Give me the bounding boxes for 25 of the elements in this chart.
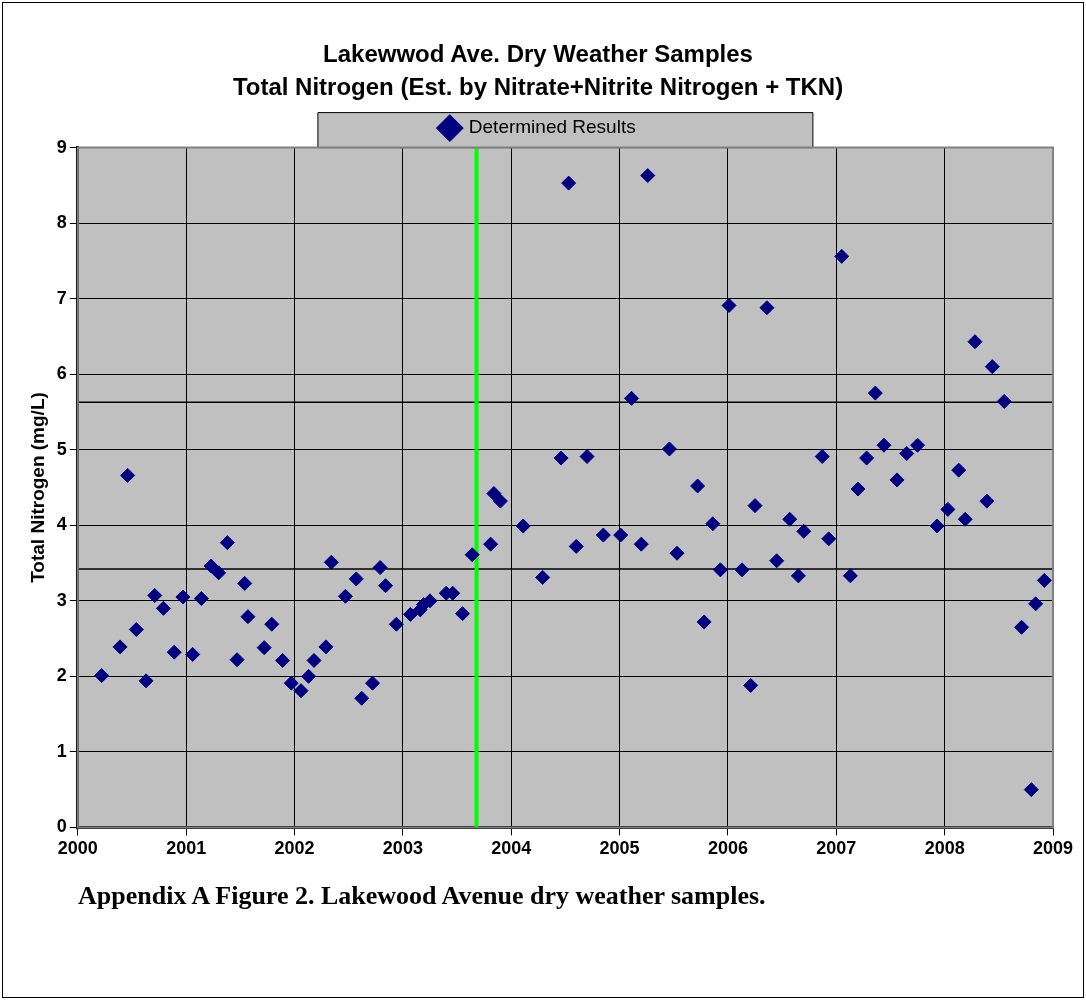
y-tick-label: 1 (56, 740, 67, 761)
x-tick-label: 2003 (382, 838, 423, 859)
chart-subtitle: Total Nitrogen (Est. by Nitrate+Nitrite Nitrogen + TKN) (232, 72, 844, 100)
x-tick-label: 2006 (707, 838, 748, 859)
y-tick-label: 4 (56, 514, 67, 535)
y-tick-label: 2 (56, 665, 67, 686)
y-axis-title: Total Nitrogen (mg/L) (26, 392, 48, 583)
legend-label: Determined Results (468, 116, 636, 138)
chart-title: Lakewwod Ave. Dry Weather Samples (323, 40, 753, 68)
y-tick-label: 9 (56, 136, 67, 157)
x-tick-label: 2008 (924, 838, 965, 859)
y-tick-label: 3 (56, 589, 67, 610)
x-tick-label: 2001 (166, 838, 207, 859)
x-tick-label: 2000 (57, 838, 98, 859)
y-tick-label: 7 (56, 287, 67, 308)
x-tick-label: 2002 (274, 838, 315, 859)
y-tick-label: 6 (56, 363, 67, 384)
x-tick-label: 2005 (599, 838, 640, 859)
x-tick-label: 2007 (816, 838, 857, 859)
x-tick-label: 2009 (1032, 838, 1074, 859)
text: Appendix A Figure 2. Lakewood Avenue dry weather samples. (78, 881, 766, 911)
x-tick-label: 2004 (491, 838, 532, 859)
y-tick-label: 5 (56, 438, 67, 459)
y-tick-label: 0 (56, 816, 67, 837)
y-tick-label: 8 (56, 212, 67, 233)
